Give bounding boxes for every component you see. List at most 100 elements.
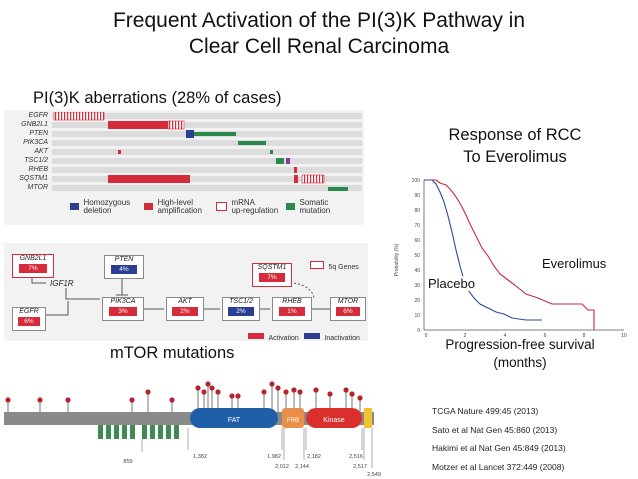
km-xlabel-line-1: Progression-free survival [445,337,595,352]
node-igf1r: IGF1R [50,279,74,288]
legend-swatch-red [144,203,153,211]
domain-frb [282,408,304,428]
legend-somatic-mutation: Somatic mutation [286,198,330,216]
km-ytick: 20 [414,298,420,304]
legend-inactivation: Inactivation [304,327,360,345]
km-ytick: 40 [414,268,420,274]
protein-backbone [4,412,374,425]
position-label-2144: 2,144 [295,464,309,470]
gene-label-pik3ca: PIK3CA [23,139,48,146]
oncoprint-heading: PI(3)K aberrations (28% of cases) [33,89,282,107]
km-ytick: 10 [414,313,420,319]
domain-kinase-label: Kinase [323,417,345,424]
legend-mrna-upregulation: mRNA up-regulation [216,198,278,216]
domain-frb-label: FRB [287,418,299,424]
km-ytick: 30 [414,283,420,289]
gene-label-sqstm1: SQSTM1 [19,175,48,182]
legend-swatch-blue [70,203,79,211]
lollipop-heads [5,381,363,403]
km-ytick: 50 [414,253,420,259]
km-xtick: 8 [583,333,586,339]
gene-label-gnb2l1: GNB2L1 [21,121,48,128]
legend-5q-swatch [310,260,324,269]
km-xtick: 10 [621,333,627,339]
label-everolimus: Everolimus [542,256,607,271]
km-xtick: 0 [425,333,428,339]
position-label-1982: 1,982 [267,454,281,460]
mtor-heading: mTOR mutations [110,344,235,362]
heat-repeats [98,425,179,439]
title-line-1: Frequent Activation of the PI(3)K Pathwa… [112,9,526,32]
gene-label-egfr: EGFR [28,112,48,119]
legend-swatch-hatch [216,202,227,212]
arrow-igf1r-pik3ca [65,288,100,300]
km-xlabel-line-2: (months) [493,355,547,370]
km-title: Response of RCC To Everolimus [430,124,600,168]
km-plot: Probability (%) 100 90 80 70 60 50 40 30… [394,178,627,339]
km-ylabel: Probability (%) [394,243,400,276]
position-label-859: 859 [123,459,132,465]
km-title-line-2: To Everolimus [463,148,567,166]
node-egfr: EGFR 6% [12,307,46,331]
arrow-gnb2l1-igf1r [31,277,46,284]
domain-fatc [364,408,372,428]
km-xtick: 6 [544,333,547,339]
km-curve-everolimus [424,179,595,330]
oncoprint-panel: EGFR GNB2L1 PTEN PIK3CA AKT TSC1/2 RHEB … [4,110,364,225]
km-ytick: 90 [414,193,420,199]
position-label-1382: 1,382 [193,454,207,460]
km-xtick: 2 [464,333,467,339]
km-xticks: 0 2 4 6 8 10 [425,333,627,339]
arrow-sqstm1-mtor [289,282,315,300]
node-mtor: MTOR 6% [330,297,366,321]
oncoprint-grid [52,112,362,191]
slide-title: Frequent Activation of the PI(3)K Pathwa… [0,8,638,60]
legend-5q-genes: 5q Genes [310,256,359,274]
km-ytick: 100 [412,178,421,184]
legend-swatch-green [286,203,295,211]
label-placebo: Placebo [428,276,475,291]
legend-activation: Activation [248,327,299,345]
title-line-2: Clear Cell Renal Carcinoma [188,35,450,58]
gene-label-akt: AKT [34,148,48,155]
domain-kinase [306,408,362,428]
gene-label-rheb: RHEB [28,166,48,173]
pathway-arrows [31,277,330,316]
node-pten: PTEN 4% [104,255,144,279]
node-akt: AKT 2% [166,297,204,321]
position-label-2012: 2,012 [275,464,289,470]
gene-label-tsc12: TSC1/2 [24,157,48,164]
position-label-2182: 2,182 [307,454,321,460]
km-ytick: 60 [414,238,420,244]
node-gnb2l1: GNB2L1 7% [12,254,54,278]
node-sqstm1: SQSTM1 7% [252,263,292,287]
legend-activation-swatch [248,332,264,339]
position-label-2549: 2,549 [367,472,381,478]
km-ytick: 70 [414,223,420,229]
position-labels: 859 1,382 1,982 2,012 2,144 2,182 2,516 … [123,454,380,478]
gene-label-pten: PTEN [29,130,48,137]
lollipop-stems [7,386,361,412]
node-pik3ca: PIK3CA 3% [102,297,144,321]
km-yticks: 100 90 80 70 60 50 40 30 20 10 0 [412,178,421,334]
domain-fat-label: FAT [228,417,241,424]
pathway-panel: GNB2L1 7% IGF1R EGFR 6% PTEN 4% PIK3CA 3… [4,243,368,342]
gene-label-mtor: MTOR [27,184,48,191]
arrow-egfr-pik3ca [44,301,69,316]
position-label-2516: 2,516 [349,454,363,460]
reference-tcga: TCGA Nature 499:45 (2013) [432,406,539,416]
km-ytick: 0 [417,328,420,334]
domain-fat [190,408,278,428]
km-xtick: 4 [504,333,507,339]
position-ticks [141,428,373,468]
legend-homozygous-deletion: Homozygous deletion [70,198,130,216]
node-tsc12: TSC1/2 2% [222,297,260,321]
km-title-line-1: Response of RCC [448,126,582,144]
reference-motzer: Motzer et al Lancet 372:449 (2008) [432,461,565,472]
position-label-2517: 2,517 [353,464,367,470]
km-ytick: 80 [414,208,420,214]
legend-high-level-amplification: High-level amplification [144,198,202,216]
reference-hakimi: Hakimi et al Nat Gen 45:849 (2013) [432,443,566,453]
legend-inactivation-swatch [304,332,320,339]
node-rheb: RHEB 1% [272,297,312,321]
